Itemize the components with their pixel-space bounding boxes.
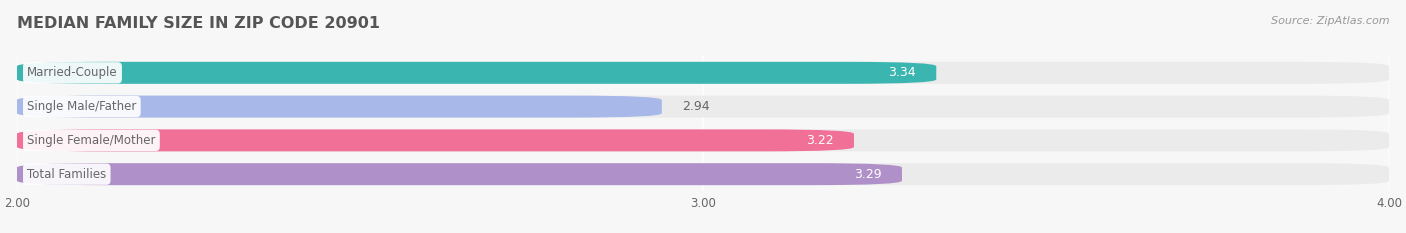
FancyBboxPatch shape bbox=[17, 96, 1389, 118]
FancyBboxPatch shape bbox=[17, 62, 936, 84]
Text: 3.22: 3.22 bbox=[806, 134, 834, 147]
FancyBboxPatch shape bbox=[17, 163, 1389, 185]
Text: Single Female/Mother: Single Female/Mother bbox=[27, 134, 156, 147]
FancyBboxPatch shape bbox=[17, 129, 853, 151]
FancyBboxPatch shape bbox=[17, 62, 1389, 84]
Text: Source: ZipAtlas.com: Source: ZipAtlas.com bbox=[1271, 16, 1389, 26]
Text: 3.29: 3.29 bbox=[853, 168, 882, 181]
Text: 3.34: 3.34 bbox=[889, 66, 915, 79]
FancyBboxPatch shape bbox=[17, 129, 1389, 151]
Text: Total Families: Total Families bbox=[27, 168, 107, 181]
Text: 2.94: 2.94 bbox=[682, 100, 710, 113]
FancyBboxPatch shape bbox=[17, 96, 662, 118]
Text: Married-Couple: Married-Couple bbox=[27, 66, 118, 79]
Text: Single Male/Father: Single Male/Father bbox=[27, 100, 136, 113]
FancyBboxPatch shape bbox=[17, 163, 903, 185]
Text: MEDIAN FAMILY SIZE IN ZIP CODE 20901: MEDIAN FAMILY SIZE IN ZIP CODE 20901 bbox=[17, 16, 380, 31]
